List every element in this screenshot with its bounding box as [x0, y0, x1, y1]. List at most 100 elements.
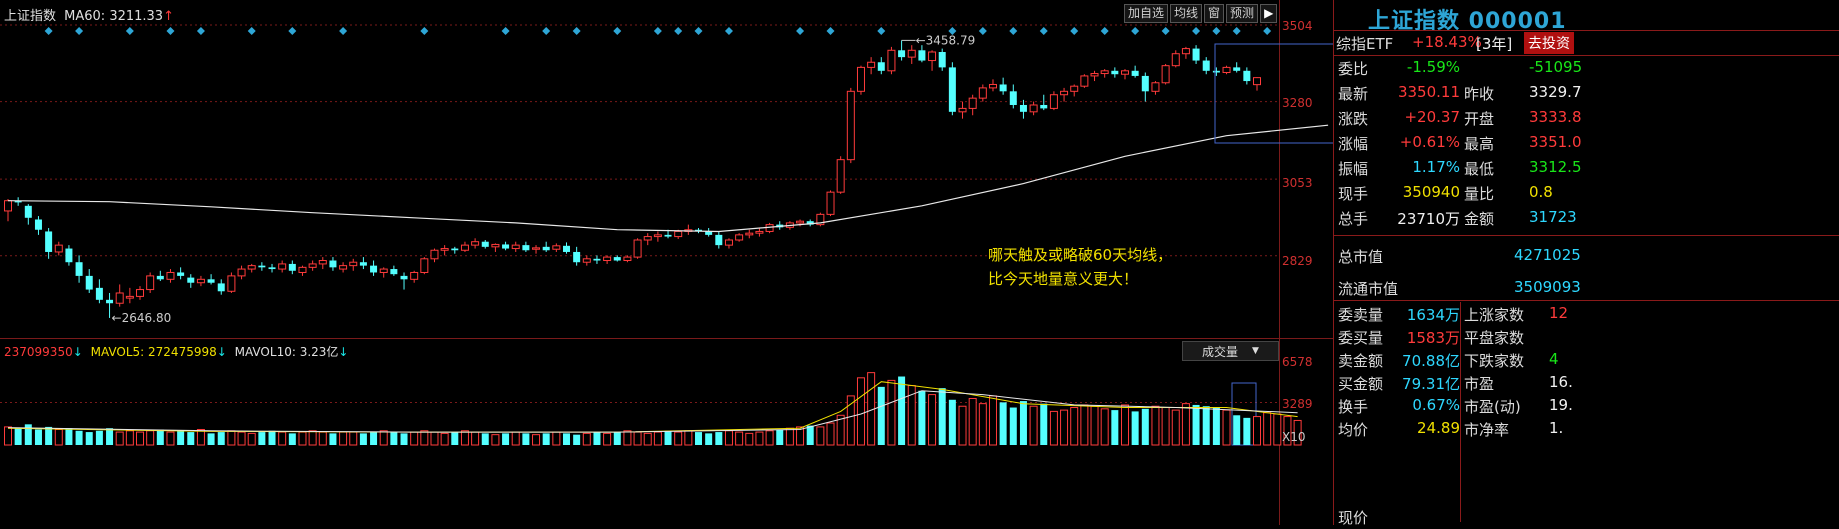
candle-body-up — [968, 97, 977, 109]
moving-average-button[interactable]: 均线 — [1170, 4, 1203, 23]
signal-diamond-icon — [1192, 27, 1201, 35]
candle-body-up — [745, 232, 754, 236]
signal-diamond-icon — [724, 27, 733, 35]
price-axis-label-3: 3053 — [1282, 176, 1313, 190]
volume-bar-up — [1273, 413, 1282, 446]
candle-body-down — [1192, 48, 1200, 61]
volume-bar-down — [1202, 406, 1210, 445]
candle-body-up — [491, 243, 500, 248]
volume-bar-up — [125, 430, 134, 446]
candle-body-down — [938, 52, 946, 68]
last-row-label: 现价 — [1338, 509, 1369, 527]
quote-row: 委比 -1.59% -51095 — [1334, 56, 1839, 80]
volume-bar-down — [451, 432, 459, 445]
quote-label-2: 昨收 — [1464, 85, 1495, 103]
candle-body-up — [136, 289, 145, 297]
volume-bar-up — [887, 379, 896, 446]
book-label: 卖金额 — [1338, 352, 1384, 370]
candle-body-up — [1253, 77, 1261, 86]
annotation-line-2: 比今天地量意义更大！ — [988, 270, 1139, 288]
volume-bar-down — [502, 433, 510, 445]
volume-bar-down — [258, 432, 266, 445]
quote-panel: 上证指数 000001 综指ETF +18.43% [3年] 去投资 委比 -1.… — [1333, 0, 1839, 527]
signal-diamond-icon — [1070, 27, 1079, 35]
candle-body-down — [217, 283, 225, 292]
kline-chart-svg[interactable]: ←3458.79 ←2646.80 — [0, 0, 1333, 525]
signal-diamond-icon — [796, 27, 805, 35]
candle-body-up — [237, 268, 246, 277]
candle-body-up — [816, 213, 825, 226]
candle-body-up — [125, 295, 134, 299]
mavol5-arrow: ↓ — [216, 345, 227, 359]
window-button[interactable]: 窗 — [1204, 4, 1225, 23]
candle-body-down — [85, 275, 93, 290]
etf-invest-button[interactable]: 去投资 — [1524, 32, 1574, 54]
volume-bar-up — [958, 405, 967, 446]
volume-bar-up — [136, 431, 145, 446]
candle-body-up — [958, 107, 967, 113]
book-row: 买金额 79.31亿 市盈 16. — [1334, 371, 1839, 395]
volume-bar-up — [1263, 412, 1272, 446]
volume-bar-down — [1019, 401, 1027, 445]
cap-row: 流通市值 3509093 — [1334, 270, 1839, 298]
candle-body-up — [227, 275, 236, 292]
chart-toolbar: 加自选 均线 窗 预测 ▶ — [1124, 4, 1278, 23]
candle-body-down — [562, 245, 570, 252]
signal-diamond-icon — [75, 27, 84, 35]
candle-body-up — [349, 261, 358, 267]
volume-bar-down — [1212, 407, 1220, 445]
candle-body-down — [705, 231, 713, 235]
signal-diamond-icon — [125, 27, 134, 35]
volume-bar-up — [928, 394, 937, 446]
volume-bar-down — [65, 428, 73, 445]
volume-bar-down — [106, 428, 114, 445]
candle-body-down — [14, 200, 22, 203]
volume-bar-up — [532, 434, 541, 446]
volume-bar-up — [1222, 409, 1231, 446]
volume-bar-up — [1253, 416, 1261, 446]
signal-diamond-icon — [948, 27, 957, 35]
candle-body-up — [735, 234, 744, 241]
volume-bar-up — [491, 434, 500, 446]
volume-bar-up — [1181, 403, 1190, 446]
book-value-2: 16. — [1549, 373, 1573, 391]
forecast-button[interactable]: 预测 — [1226, 4, 1259, 23]
book-divider — [1460, 302, 1461, 522]
volume-indicator-select[interactable]: 成交量 ▼ — [1182, 341, 1279, 361]
kline-chart-area[interactable]: ←3458.79 ←2646.80 上证指数 MA60: 3211.33↑ 加自选… — [0, 0, 1333, 525]
volume-axis-label-3: X10 — [1282, 430, 1306, 444]
candle-body-up — [1080, 75, 1089, 87]
candle-body-up — [1100, 70, 1109, 75]
quote-label: 振幅 — [1338, 160, 1369, 178]
quote-value-2: 3329.7 — [1529, 83, 1582, 101]
candle-body-up — [887, 49, 896, 72]
volume-bar-up — [765, 430, 774, 446]
signal-diamond-icon — [542, 27, 551, 35]
volume-bar-up — [1080, 404, 1089, 446]
quote-value: 23710万 — [1397, 210, 1460, 228]
add-favorite-button[interactable]: 加自选 — [1124, 4, 1169, 23]
candle-body-up — [907, 49, 916, 58]
signal-diamond-icon — [694, 27, 703, 35]
candle-body-down — [999, 84, 1007, 92]
volume-bar-down — [806, 425, 814, 445]
quote-value: 350940 — [1402, 183, 1460, 201]
volume-bar-up — [1171, 409, 1180, 446]
volume-bar-up — [674, 431, 683, 446]
candle-body-down — [75, 262, 83, 276]
quote-value-2: 0.8 — [1529, 183, 1553, 201]
next-arrow-icon[interactable]: ▶ — [1260, 4, 1278, 23]
candle-body-up — [460, 244, 469, 251]
candle-body-down — [522, 245, 530, 251]
candle-body-down — [1019, 104, 1027, 112]
signal-diamond-icon — [1009, 27, 1018, 35]
volume-bar-down — [898, 376, 906, 445]
volume-bar-down — [695, 432, 703, 445]
book-row: 均价 24.89 市净率 1. — [1334, 417, 1839, 441]
etf-row: 综指ETF +18.43% [3年] — [1334, 31, 1839, 55]
volume-bar-up — [633, 431, 642, 446]
candle-body-up — [755, 230, 764, 234]
volume-bar-up — [735, 431, 744, 446]
quote-value: -1.59% — [1406, 58, 1460, 76]
quote-value: +0.61% — [1399, 133, 1460, 151]
